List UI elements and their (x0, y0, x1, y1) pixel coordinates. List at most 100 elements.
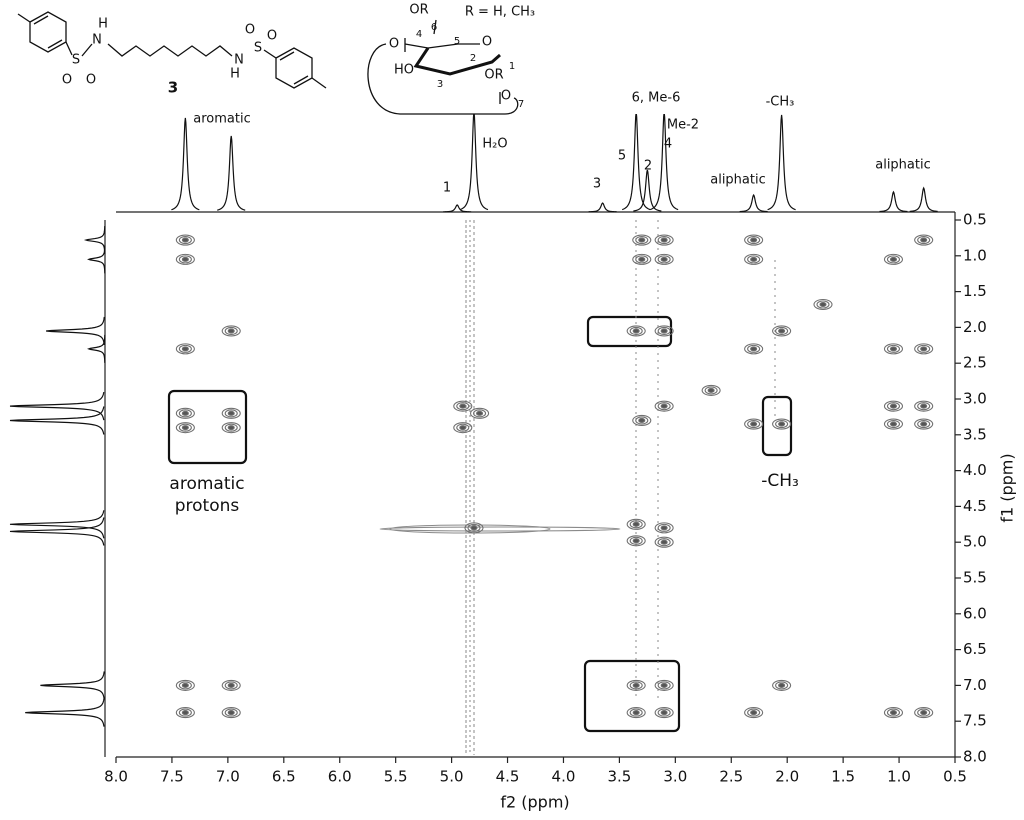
top-peak (171, 117, 200, 211)
contour (175, 343, 195, 355)
cross-peak (914, 234, 934, 246)
structure-label: O (62, 73, 72, 88)
contour (632, 414, 652, 427)
contour (920, 710, 928, 716)
structure-label: O (389, 37, 399, 52)
contour (660, 710, 668, 716)
contour (626, 325, 646, 337)
top-peak (621, 114, 651, 211)
contour (883, 400, 904, 412)
contour (883, 418, 904, 430)
cross-peak (772, 679, 792, 691)
y-tick-label: 1.5 (963, 282, 987, 300)
structure-label: 3 (437, 79, 443, 90)
cross-peak (175, 343, 195, 355)
annotation: aliphatic (875, 158, 931, 173)
left-peak (46, 316, 105, 346)
contour (704, 386, 718, 395)
y-tick-label: 7.5 (963, 712, 987, 730)
cross-peak (221, 422, 241, 434)
structure-label: 1 (509, 61, 515, 72)
x-axis-label: f2 (ppm) (500, 793, 569, 812)
cross-peak (883, 343, 904, 355)
cross-peak (883, 707, 904, 719)
annotation: -CH₃ (761, 471, 799, 491)
contour (886, 402, 901, 411)
cross-peak (744, 343, 764, 355)
structure-label: HO (394, 63, 414, 78)
cross-peak (221, 707, 241, 719)
cross-peak (654, 234, 674, 246)
contour (883, 253, 904, 265)
contour (660, 256, 668, 262)
left-peak (25, 698, 105, 727)
contour (221, 325, 241, 337)
water-streak (379, 220, 776, 755)
top-peak (588, 202, 617, 213)
contour (473, 409, 487, 418)
contour (178, 681, 192, 690)
y-tick-label: 4.5 (963, 497, 987, 515)
contour (224, 681, 238, 690)
cross-peak (883, 400, 904, 412)
cross-peak (632, 414, 652, 427)
y-tick-label: 5.5 (963, 569, 987, 587)
cross-peak (221, 679, 241, 691)
region-boxes (167, 315, 793, 733)
annotation: protons (175, 496, 240, 516)
contour (886, 344, 901, 353)
contour (654, 522, 674, 534)
x-tick-label: 8.0 (104, 768, 128, 786)
contour (701, 384, 721, 396)
top-peak (649, 114, 679, 211)
contour (629, 536, 643, 545)
y-tick-label: 3.5 (963, 425, 987, 443)
top-peak (633, 169, 662, 212)
contour (178, 423, 192, 432)
y-tick-label: 6.0 (963, 604, 987, 622)
annotation: aliphatic (710, 173, 766, 188)
cross-peak (772, 325, 792, 337)
left-peak (9, 406, 105, 435)
annotation: 4 (664, 137, 672, 152)
contour (632, 253, 652, 265)
contour (470, 525, 478, 531)
contour (747, 708, 761, 717)
contour (175, 707, 195, 719)
contour (221, 407, 241, 419)
contour (775, 420, 789, 429)
structure-label: N (92, 33, 102, 48)
contour (181, 346, 189, 352)
contour (221, 707, 241, 719)
left-peak (83, 226, 106, 255)
contour (178, 235, 192, 245)
contour (883, 343, 904, 355)
cross-peak (175, 679, 195, 691)
contour (660, 682, 668, 688)
contour (914, 234, 934, 246)
structure-label: 7 (518, 99, 524, 110)
contour (920, 403, 928, 409)
contour (181, 256, 189, 262)
contour (227, 682, 235, 688)
y-tick-label: 1.0 (963, 246, 987, 264)
contour (638, 417, 646, 424)
contour (778, 328, 786, 334)
cross-peak (914, 400, 934, 412)
contour (657, 538, 671, 547)
structure-label: 5 (454, 36, 460, 47)
contour (635, 235, 649, 245)
contour (224, 708, 238, 717)
contour (750, 346, 758, 352)
y-tick-label: 4.0 (963, 461, 987, 479)
contour (175, 253, 195, 265)
contour (178, 708, 192, 717)
contour (747, 420, 761, 429)
x-tick-label: 2.5 (719, 768, 743, 786)
contour (914, 707, 934, 719)
contour (750, 710, 758, 716)
structure-label: R = H, CH₃ (465, 5, 535, 20)
y-axis-label: f1 (ppm) (998, 453, 1017, 522)
cross-peak (453, 422, 473, 434)
